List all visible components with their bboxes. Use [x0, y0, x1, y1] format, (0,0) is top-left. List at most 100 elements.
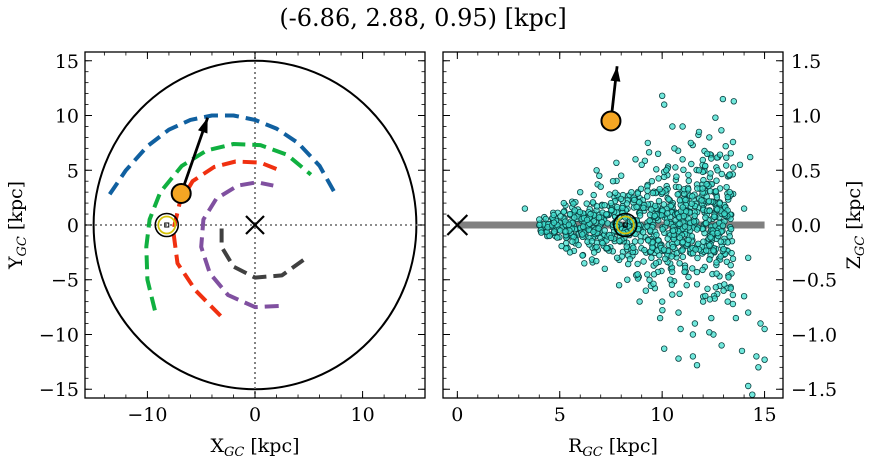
star-point: [536, 216, 543, 223]
y-tick-label: 0.0: [791, 215, 821, 237]
star-point: [699, 185, 706, 192]
star-point: [689, 265, 696, 272]
y-tick-label: −15: [39, 379, 79, 401]
star-point: [606, 191, 613, 198]
x-tick-label: 10: [351, 404, 375, 426]
star-point: [740, 293, 748, 300]
star-point: [579, 231, 586, 238]
star-point: [723, 258, 730, 265]
star-point: [704, 150, 711, 157]
star-point: [712, 114, 719, 121]
star-point: [634, 271, 641, 278]
y-tick-label: −1.5: [791, 379, 837, 401]
star-point: [617, 195, 625, 203]
star-point: [641, 246, 648, 254]
star-point: [671, 145, 678, 152]
star-point: [676, 234, 683, 241]
star-point: [669, 291, 676, 298]
star-point: [664, 210, 671, 217]
star-point: [727, 262, 734, 269]
star-point: [587, 210, 594, 218]
star-point: [702, 219, 710, 227]
star-point: [757, 320, 764, 327]
star-point: [613, 254, 621, 261]
star-point: [659, 226, 666, 233]
star-point: [728, 249, 735, 257]
star-point: [615, 282, 623, 289]
star-point: [705, 197, 713, 205]
y-tick-label: −1.0: [791, 324, 837, 346]
star-point: [630, 244, 637, 251]
star-point: [579, 252, 586, 259]
star-point: [623, 243, 630, 250]
star-point: [649, 244, 656, 251]
star-point: [551, 228, 558, 235]
star-point: [717, 238, 724, 245]
star-point: [616, 237, 623, 245]
spiral-arm: [144, 142, 313, 311]
star-point: [603, 244, 610, 252]
star-point: [723, 154, 730, 161]
y-tick-label: 5: [67, 160, 79, 182]
star-point: [580, 223, 587, 230]
star-point: [713, 177, 720, 184]
star-point: [593, 257, 600, 265]
star-point: [566, 210, 574, 218]
figure-title: (-6.86, 2.88, 0.95) [kpc]: [279, 4, 566, 32]
star-point: [707, 234, 714, 241]
star-point: [651, 212, 658, 219]
star-point: [729, 300, 737, 308]
star-point: [612, 189, 619, 196]
star-point: [634, 260, 641, 268]
star-point: [656, 314, 664, 322]
star-point: [761, 325, 768, 333]
star-point: [730, 98, 737, 105]
star-point: [562, 228, 569, 235]
star-point: [706, 207, 713, 215]
star-point: [689, 353, 697, 360]
star-point: [589, 199, 597, 206]
star-point: [644, 139, 651, 147]
star-point: [698, 197, 705, 204]
star-point: [664, 235, 671, 242]
star-point: [601, 265, 608, 272]
star-point: [695, 128, 703, 136]
star-point: [659, 307, 666, 314]
right-plot-area: [446, 66, 768, 398]
star-point: [560, 199, 567, 207]
star-point: [601, 201, 608, 209]
spiral-arm: [219, 225, 305, 280]
star-point: [718, 342, 725, 349]
star-point: [693, 268, 701, 276]
star-point: [712, 188, 720, 195]
sun-marker-center: [622, 222, 628, 228]
star-point: [538, 229, 545, 236]
left-plot-area: [85, 52, 425, 398]
velocity-arrow-head: [610, 66, 621, 82]
star-point: [550, 211, 557, 219]
star-point: [640, 229, 647, 236]
star-point: [729, 138, 737, 146]
star-point: [660, 201, 668, 208]
star-point: [713, 259, 720, 266]
star-point: [601, 227, 608, 234]
star-point: [721, 281, 728, 288]
star-point: [700, 176, 707, 184]
star-point: [645, 149, 653, 156]
star-point: [609, 177, 617, 185]
star-point: [713, 270, 720, 277]
y-tick-label: 0: [67, 215, 79, 237]
star-point: [677, 325, 684, 333]
star-point: [708, 155, 715, 162]
star-point: [650, 271, 658, 278]
star-point: [636, 212, 644, 219]
star-point: [676, 260, 683, 267]
star-point: [577, 188, 584, 196]
star-point: [625, 260, 632, 268]
sun-marker-outer-ring: [154, 212, 180, 238]
star-point: [713, 194, 721, 201]
star-point: [646, 276, 653, 284]
star-point: [557, 227, 564, 234]
sun-marker-outer-ring: [612, 212, 638, 238]
star-point: [688, 160, 695, 168]
